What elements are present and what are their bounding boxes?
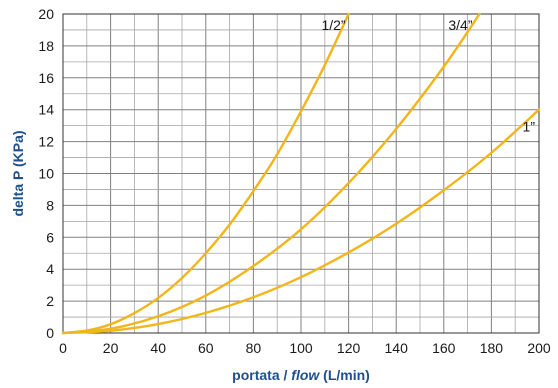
- y-axis-title: delta P (KPa): [10, 130, 26, 216]
- x-axis-title-suffix: (L/min): [319, 367, 370, 383]
- y-tick-label: 6: [46, 229, 54, 245]
- series-half-inch-label: 1/2”: [321, 17, 345, 33]
- y-tick-label: 16: [38, 70, 54, 86]
- x-tick-label: 200: [527, 340, 551, 356]
- series-curves: [61, 12, 541, 335]
- x-tick-label: 120: [337, 340, 361, 356]
- x-tick-label: 140: [385, 340, 409, 356]
- x-tick-label: 100: [289, 340, 313, 356]
- series-one-inch-label: 1”: [523, 119, 536, 135]
- x-tick-label: 180: [480, 340, 504, 356]
- series-half-inch-line: [61, 12, 350, 335]
- series-three-quarter-inch-line: [61, 12, 481, 335]
- x-tick-label: 40: [150, 340, 166, 356]
- y-tick-label: 2: [46, 293, 54, 309]
- y-tick-label: 12: [38, 134, 54, 150]
- x-tick-label: 160: [432, 340, 456, 356]
- x-axis-title: portata / flow (L/min): [232, 367, 370, 383]
- y-tick-label: 4: [46, 261, 54, 277]
- x-tick-labels: 0 20 40 60 80 100 120 140 160 180 200: [59, 340, 551, 356]
- x-axis-title-italic: flow: [291, 367, 320, 383]
- y-tick-label: 8: [46, 197, 54, 213]
- y-tick-label: 14: [38, 102, 54, 118]
- series-three-quarter-inch-label: 3/4”: [448, 17, 472, 33]
- series-labels: 1/2” 3/4” 1”: [321, 17, 535, 135]
- x-tick-label: 80: [246, 340, 262, 356]
- y-tick-label: 18: [38, 38, 54, 54]
- x-tick-label: 20: [103, 340, 119, 356]
- x-tick-label: 60: [198, 340, 214, 356]
- y-tick-label: 20: [38, 6, 54, 22]
- y-tick-labels: 0 2 4 6 8 10 12 14 16 18 20: [38, 6, 54, 341]
- x-tick-label: 0: [59, 340, 67, 356]
- x-axis-title-prefix: portata /: [232, 367, 291, 383]
- series-one-inch-line: [61, 108, 541, 335]
- y-tick-label: 10: [38, 166, 54, 182]
- plot-frame: [62, 13, 540, 334]
- y-tick-label: 0: [46, 325, 54, 341]
